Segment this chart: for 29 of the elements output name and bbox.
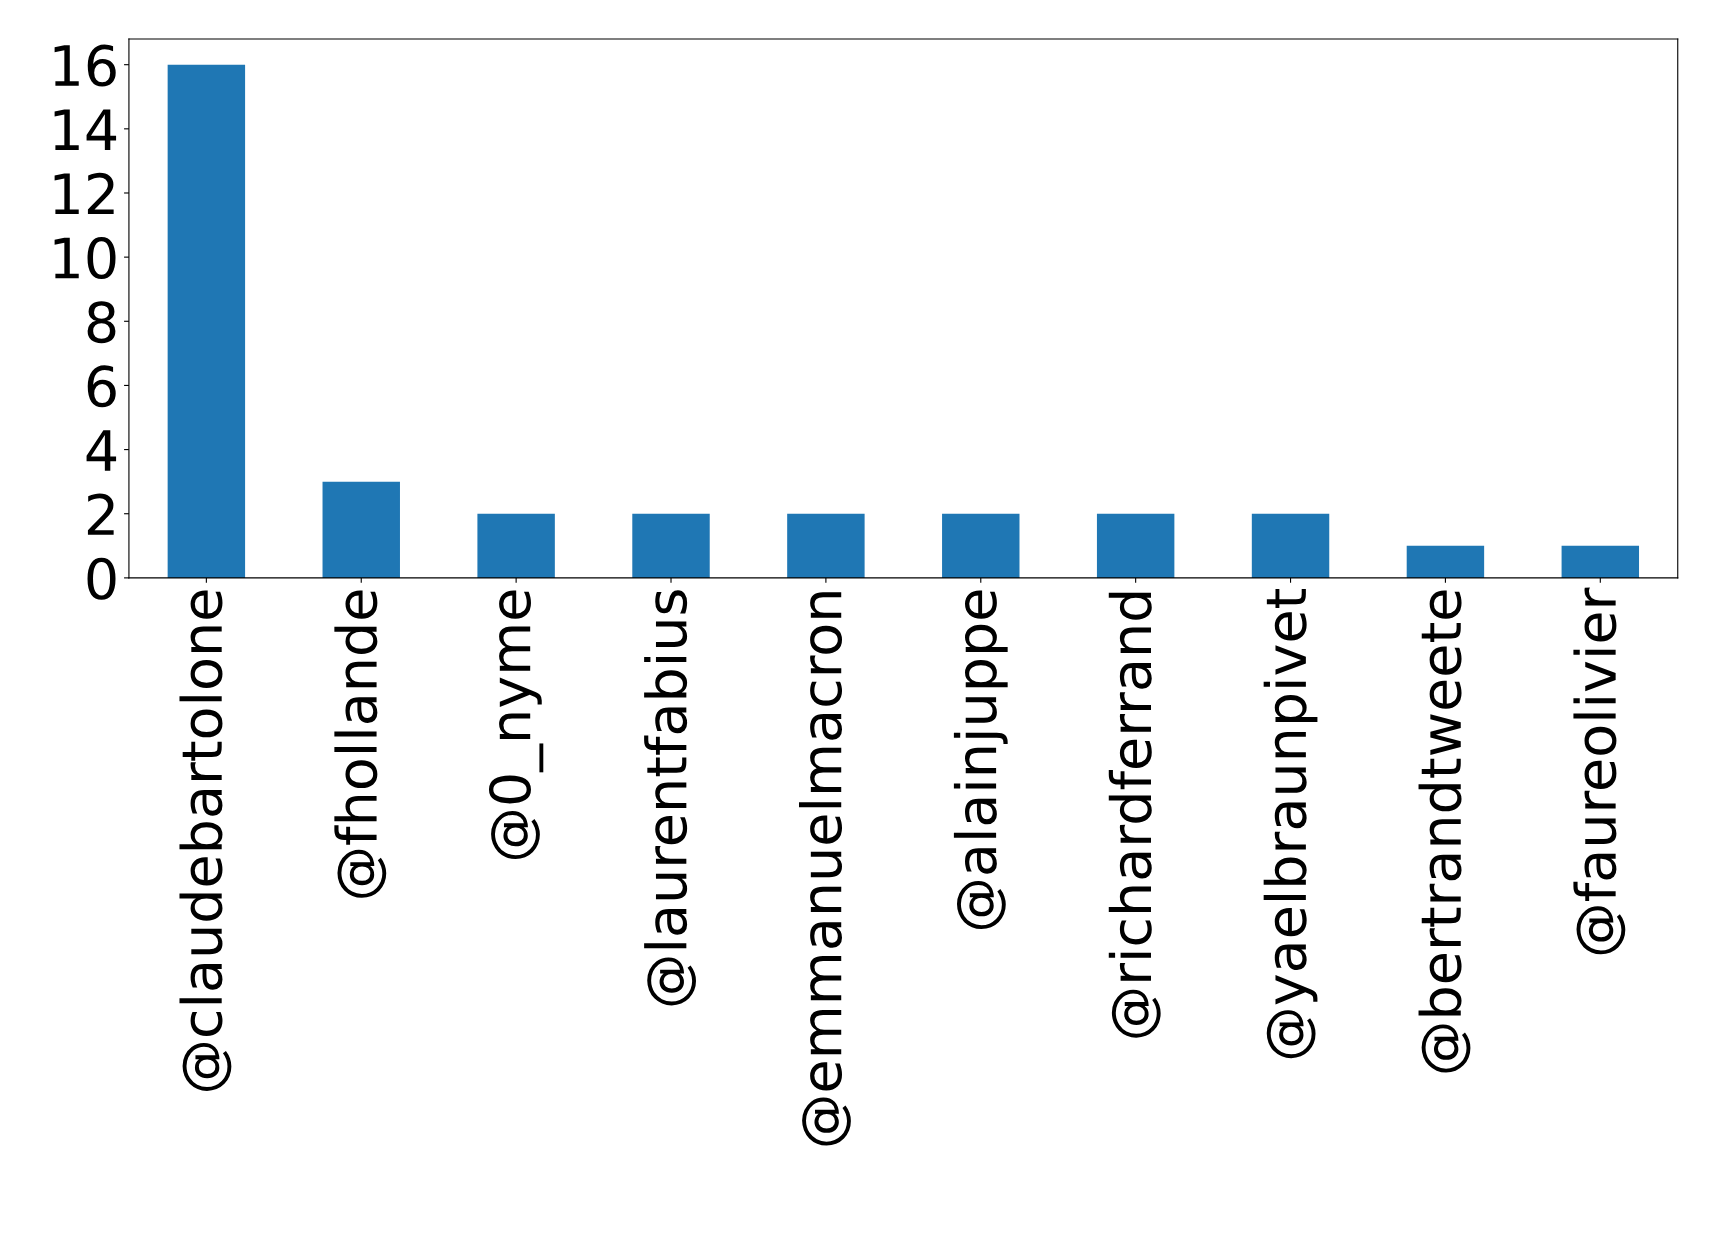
y-tick-label: 10	[54, 237, 116, 280]
x-tick-label: @laurentfabius	[644, 590, 696, 1006]
y-tick-label: 12	[54, 172, 114, 215]
y-tick-label: 14	[54, 109, 117, 150]
x-tick-label: @richardferrand	[1108, 592, 1161, 1038]
bar	[322, 481, 400, 578]
x-tick-label: @alainjuppe	[953, 590, 1008, 930]
bar	[1096, 513, 1175, 578]
bar	[477, 513, 555, 578]
x-tick-label: @fhollande	[334, 590, 387, 898]
x-tick-label: @emmanuelmacron	[799, 592, 851, 1146]
bar	[632, 513, 710, 578]
x-tick-label: @claudebartolone	[179, 590, 232, 1091]
bar	[1406, 545, 1485, 578]
y-tick-label: 6	[87, 365, 116, 408]
y-tick-label: 0	[87, 557, 116, 600]
x-tick-label: @bertrandtweete	[1418, 590, 1471, 1073]
y-tick-label: 8	[87, 301, 116, 344]
x-tick-label: @0_nyme	[488, 590, 544, 860]
x-tick-label: @faureolivier	[1573, 587, 1626, 955]
y-tick-label: 16	[54, 44, 116, 87]
bar	[942, 513, 1020, 578]
x-tick-label: @yaelbraunpivet	[1263, 588, 1318, 1059]
y-tick-label: 4	[86, 430, 117, 471]
bar	[1561, 545, 1640, 578]
y-tick-label: 2	[87, 493, 114, 535]
bar	[787, 513, 865, 578]
bar	[167, 64, 246, 578]
bar	[1251, 513, 1330, 578]
